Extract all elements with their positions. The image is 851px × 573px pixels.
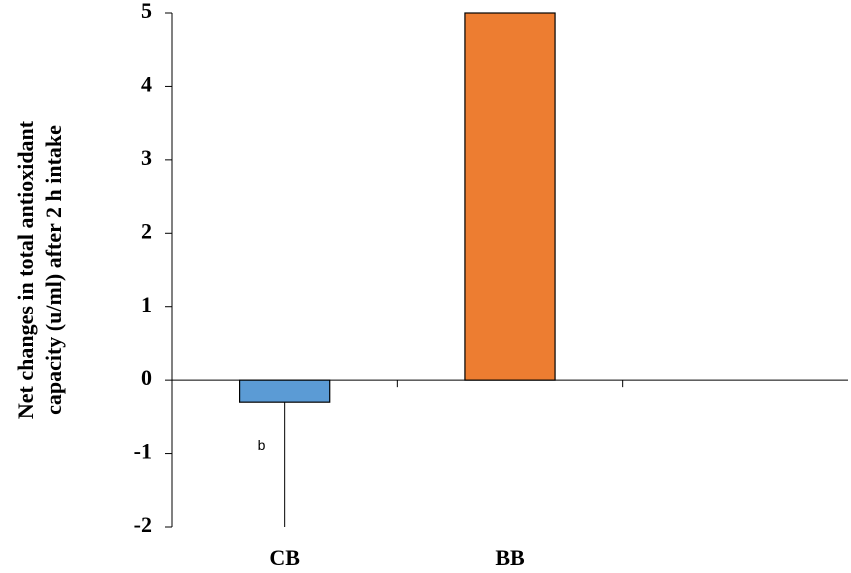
y-axis-title-line: capacity (u/ml) after 2 h intake xyxy=(41,125,66,415)
y-tick-label: 2 xyxy=(141,218,152,243)
x-tick-label: BB xyxy=(495,545,525,570)
bar xyxy=(239,379,331,403)
y-axis-title: Net changes in total antioxidant capacit… xyxy=(13,120,66,419)
y-axis-title-line: Net changes in total antioxidant xyxy=(13,120,38,419)
y-tick-label: 4 xyxy=(141,71,152,96)
y-tick-label: -2 xyxy=(134,512,152,537)
y-tick-label: -1 xyxy=(134,439,152,464)
y-tick-label: 3 xyxy=(141,145,152,170)
y-tick-label: 1 xyxy=(141,292,152,317)
annotation: b xyxy=(258,437,266,453)
y-tick-label: 0 xyxy=(141,365,152,390)
y-tick-label: 5 xyxy=(141,0,152,23)
bar xyxy=(464,12,556,381)
x-tick-label: CB xyxy=(269,545,300,570)
